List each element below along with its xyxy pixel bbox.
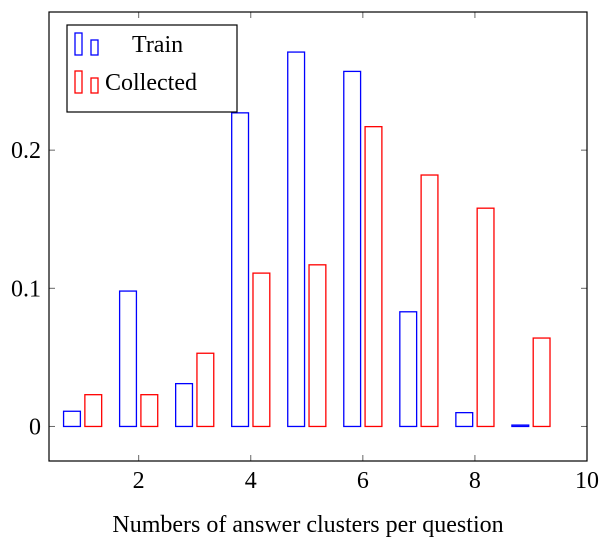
x-tick-label: 4 (245, 468, 257, 494)
x-tick-label: 6 (357, 468, 369, 494)
legend-swatch-collected (90, 77, 99, 94)
bar-train-4 (231, 112, 250, 428)
bar-collected-7 (420, 174, 439, 428)
legend-label-collected: Collected (105, 70, 197, 96)
tick-labels: 2 4 6 8 10 0 0.1 0.2 (11, 138, 599, 494)
bar-collected-9 (532, 337, 551, 428)
bar-train-8 (455, 411, 474, 428)
bars (62, 51, 551, 428)
x-tick-label: 10 (575, 468, 599, 494)
bar-collected-2 (140, 394, 159, 428)
bar-train-6 (343, 70, 362, 428)
bar-collected-4 (252, 272, 271, 428)
legend-swatch-train (74, 32, 83, 56)
plot-frame (48, 11, 588, 462)
y-tick-label: 0 (29, 414, 41, 440)
bar-train-9 (511, 424, 530, 428)
y-tick-label: 0.2 (11, 138, 41, 164)
y-tick-label: 0.1 (11, 276, 41, 302)
x-axis-title: Numbers of answer clusters per question (112, 512, 503, 538)
bar-train-5 (287, 51, 306, 428)
bar-collected-5 (308, 264, 327, 428)
bar-collected-8 (476, 207, 495, 428)
bar-train-2 (118, 290, 138, 428)
legend: Train Collected (66, 24, 238, 113)
legend-swatch-train (90, 39, 99, 56)
bar-train-3 (175, 382, 194, 428)
bar-collected-3 (196, 352, 215, 428)
legend-swatch-collected (74, 70, 83, 94)
legend-label-train: Train (132, 32, 183, 58)
bar-collected-1 (84, 394, 103, 428)
bar-collected-6 (364, 126, 383, 428)
bar-train-1 (62, 410, 82, 428)
axis-ticks (49, 12, 588, 461)
x-tick-label: 8 (469, 468, 481, 494)
x-tick-label: 2 (133, 468, 145, 494)
bar-train-7 (399, 311, 418, 428)
